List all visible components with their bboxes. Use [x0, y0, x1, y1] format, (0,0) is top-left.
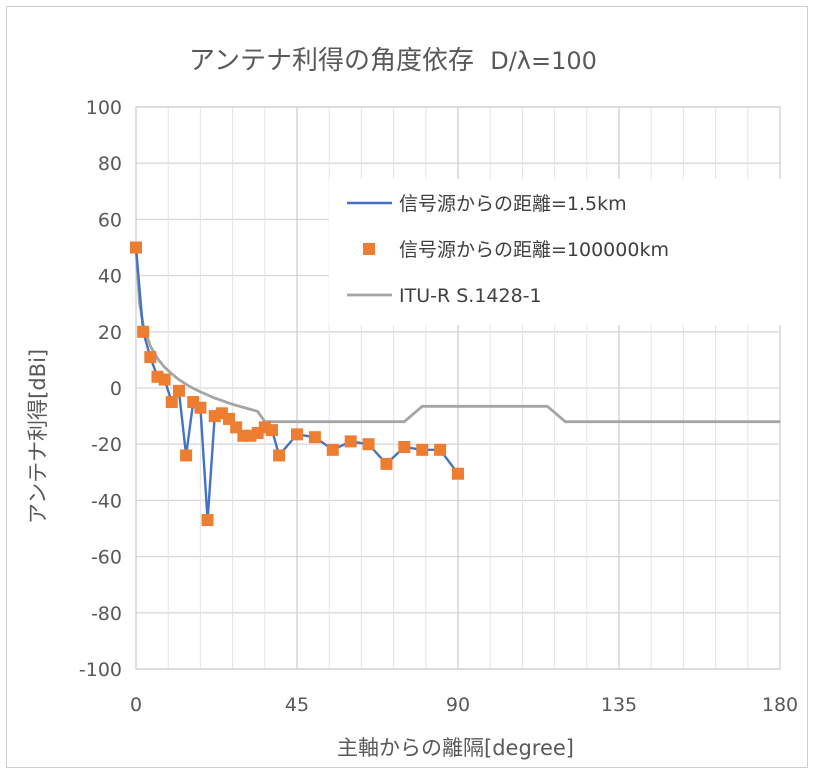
plot-area-border: [135, 106, 781, 670]
x-tick-label: 180: [762, 694, 798, 716]
data-point-marker: [265, 424, 278, 437]
x-tick-label: 45: [285, 694, 309, 716]
data-point-marker: [416, 443, 429, 456]
chart-title-main: アンテナ利得の角度依存: [189, 46, 474, 76]
y-tick-label: 0: [110, 378, 122, 400]
y-tick-label: 20: [98, 322, 122, 344]
x-tick-labels: 0 45 90 135 180: [130, 694, 798, 716]
y-tick-label: 80: [98, 153, 122, 175]
data-point-marker: [180, 449, 193, 462]
data-point-marker: [201, 514, 214, 527]
data-point-marker: [344, 435, 357, 448]
data-point-marker: [380, 457, 393, 470]
y-tick-label: -80: [91, 603, 122, 625]
y-tick-label: 100: [86, 97, 122, 119]
x-axis-title: 主軸からの離隔[degree]: [337, 736, 574, 760]
chart-title: アンテナ利得の角度依存 D/λ=100: [189, 46, 597, 76]
legend: 信号源からの距離=1.5km 信号源からの距離=100000km ITU-R S.1…: [329, 179, 791, 325]
data-point-marker: [291, 428, 303, 441]
data-point-marker: [452, 467, 464, 480]
x-tick-label: 0: [130, 694, 142, 716]
chart-frame: 100 80 60 40 20 0 -20 -40 -60 -80 -100 0 45 90 135 180…: [6, 6, 808, 768]
data-point-marker: [362, 438, 375, 451]
chart-title-suffix: D/λ=100: [490, 47, 597, 75]
legend-label: 信号源からの距離=1.5km: [399, 193, 627, 215]
y-tick-label: -100: [79, 659, 122, 681]
data-point-marker: [434, 443, 447, 456]
legend-background: [329, 179, 791, 325]
data-point-marker: [172, 384, 185, 397]
data-point-marker: [165, 396, 178, 409]
plot-border: [135, 106, 781, 670]
series-layer: [130, 241, 780, 527]
data-point-marker: [194, 401, 207, 414]
y-tick-label: -40: [91, 490, 122, 512]
y-tick-label: -20: [91, 434, 122, 456]
legend-label: ITU-R S.1428-1: [399, 285, 542, 307]
y-axis-title: アンテナ利得[dBi]: [26, 349, 50, 524]
legend-label: 信号源からの距離=100000km: [399, 239, 669, 261]
data-point-marker: [308, 431, 321, 444]
data-point-marker: [326, 443, 339, 456]
data-point-marker: [144, 351, 157, 364]
chart: 100 80 60 40 20 0 -20 -40 -60 -80 -100 0 45 90 135 180…: [26, 46, 798, 760]
data-point-marker: [273, 449, 286, 462]
data-point-marker: [137, 325, 150, 338]
y-tick-label: 60: [98, 209, 122, 231]
data-point-marker: [158, 373, 171, 386]
series-line: [134, 247, 780, 424]
x-tick-label: 90: [446, 694, 470, 716]
legend-swatch-marker: [363, 243, 375, 255]
y-tick-label: -60: [91, 547, 122, 569]
data-point-marker: [398, 441, 411, 454]
x-tick-label: 135: [601, 694, 637, 716]
y-tick-label: 40: [98, 266, 122, 288]
data-point-marker: [130, 241, 142, 254]
y-tick-labels: 100 80 60 40 20 0 -20 -40 -60 -80 -100: [79, 97, 122, 681]
